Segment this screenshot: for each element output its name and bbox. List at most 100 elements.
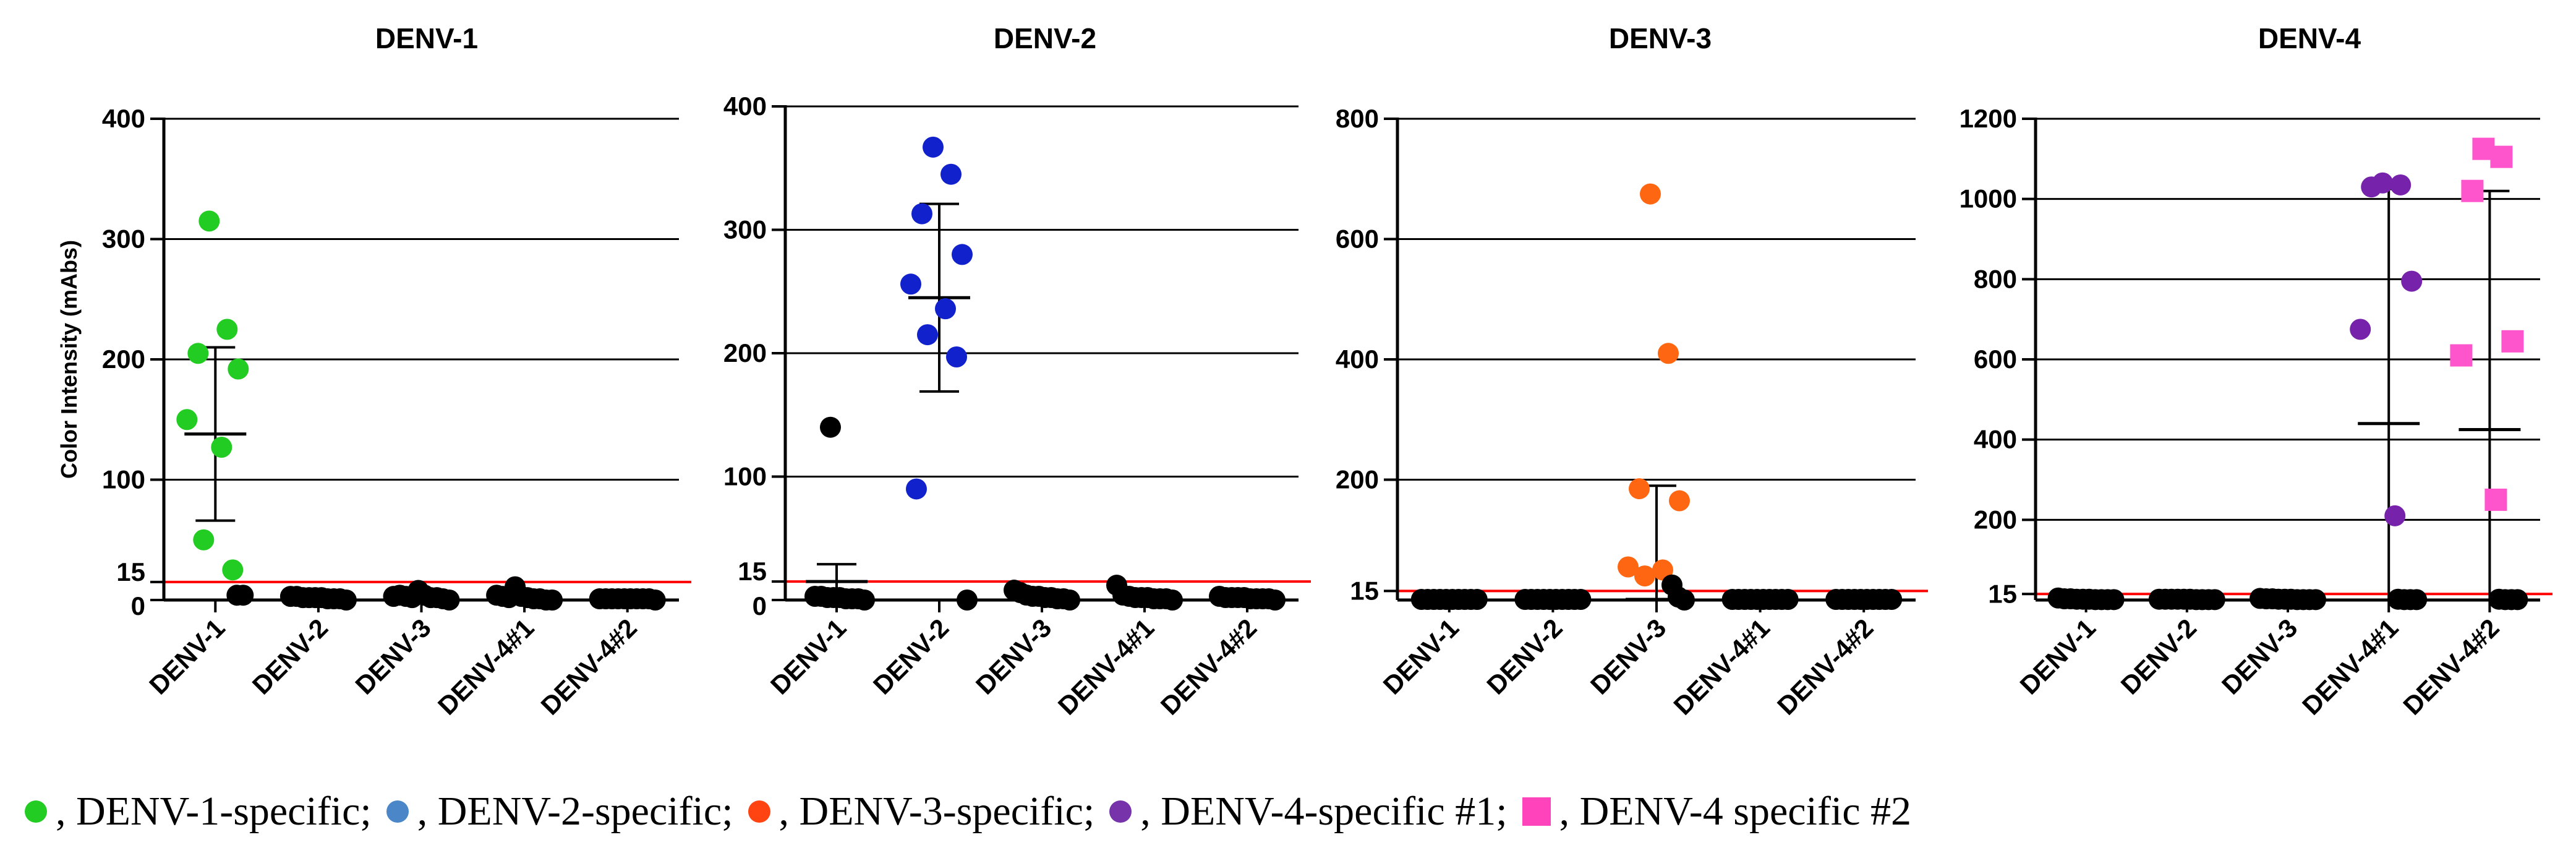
data-point — [900, 273, 921, 295]
y-tick-label: 200 — [723, 338, 767, 367]
legend: , DENV-1-specific; , DENV-2-specific; , … — [25, 781, 2560, 842]
data-point — [1162, 589, 1183, 611]
chart-title: DENV-3 — [1609, 22, 1712, 54]
data-point — [644, 589, 666, 611]
x-tick-label: DENV-4#2 — [1155, 613, 1263, 721]
data-point — [222, 559, 244, 581]
data-point — [2461, 179, 2484, 202]
x-tick-label: DENV-2 — [247, 613, 334, 700]
data-point — [1059, 589, 1080, 611]
data-point — [946, 346, 967, 367]
data-point — [1881, 589, 1903, 611]
legend-marker-denv2 — [386, 800, 409, 823]
x-tick-label: DENV-3 — [349, 613, 437, 700]
y-tick-label: 200 — [1336, 465, 1379, 494]
data-point — [1466, 589, 1488, 611]
x-tick-label: DENV-2 — [868, 613, 955, 700]
y-tick-label: 100 — [723, 462, 767, 491]
legend-item-denv1: , DENV-1-specific; — [25, 788, 372, 835]
x-tick-label: DENV-4#2 — [1772, 613, 1879, 721]
y-tick-label: 15 — [116, 557, 145, 586]
legend-marker-denv1 — [25, 800, 47, 823]
data-point — [438, 589, 460, 611]
x-tick-label: DENV-1 — [2014, 613, 2101, 700]
x-tick-label: DENV-3 — [2216, 613, 2303, 700]
data-point — [198, 210, 220, 232]
legend-item-denv4-2: , DENV-4 specific #2 — [1522, 788, 1911, 835]
data-point — [2350, 319, 2371, 340]
data-point — [1777, 589, 1799, 611]
data-point — [2490, 145, 2513, 168]
legend-item-denv2: , DENV-2-specific; — [386, 788, 733, 835]
data-point — [2484, 488, 2507, 511]
legend-label-denv3: , DENV-3-specific; — [778, 789, 1095, 834]
y-tick-label: 100 — [102, 465, 145, 494]
legend-label-denv4-2: , DENV-4 specific #2 — [1559, 789, 1912, 834]
x-tick-label: DENV-3 — [1585, 613, 1672, 700]
y-tick-label: 300 — [723, 215, 767, 244]
legend-item-denv4-1: , DENV-4-specific #1; — [1109, 788, 1508, 835]
data-point — [2305, 589, 2326, 611]
legend-marker-denv4-1 — [1109, 800, 1132, 823]
data-point — [940, 163, 962, 185]
data-point — [854, 589, 875, 611]
y-tick-label: 400 — [1336, 345, 1379, 374]
data-point — [952, 244, 973, 265]
y-tick-label: 15 — [738, 557, 767, 586]
y-tick-label: 600 — [1974, 345, 2017, 374]
chart-panel-4: DENV-4 15 200 400 600 800 1000 1200 DENV-1 DENV-2… — [1960, 22, 2553, 721]
legend-label-denv1: , DENV-1-specific; — [56, 789, 372, 834]
data-point — [820, 416, 841, 438]
y-tick-label: 400 — [1974, 425, 2017, 454]
data-point — [1629, 478, 1650, 500]
legend-item-denv3: , DENV-3-specific; — [748, 788, 1095, 835]
data-point — [187, 343, 209, 364]
data-point — [2204, 589, 2225, 611]
chart-title: DENV-2 — [994, 22, 1096, 54]
x-tick-label: DENV-4#1 — [432, 613, 540, 721]
y-tick-label: 200 — [1974, 505, 2017, 534]
legend-label-denv2: , DENV-2-specific; — [417, 789, 733, 834]
x-tick-label: DENV-1 — [1378, 613, 1465, 700]
data-point — [1674, 589, 1695, 611]
legend-marker-denv4-2 — [1522, 797, 1551, 826]
y-tick-label: 1200 — [1960, 104, 2017, 133]
x-tick-label: DENV-4#2 — [535, 613, 643, 721]
y-tick-label: 15 — [1988, 579, 2017, 608]
chart-title: DENV-4 — [2258, 22, 2361, 54]
data-point — [2501, 330, 2524, 353]
data-point — [935, 298, 956, 320]
data-point — [228, 358, 249, 380]
legend-label-denv4-1: , DENV-4-specific #1; — [1140, 789, 1508, 834]
data-point — [1634, 565, 1655, 587]
data-point — [1652, 559, 1673, 581]
data-point — [2450, 344, 2473, 367]
x-tick-label: DENV-2 — [1481, 613, 1568, 700]
chart-title: DENV-1 — [375, 22, 478, 54]
data-point — [232, 585, 254, 606]
data-point — [176, 409, 198, 431]
x-tick-label: DENV-4#1 — [1668, 613, 1775, 721]
data-point — [2390, 174, 2412, 195]
y-tick-label: 0 — [753, 591, 767, 620]
y-tick-label: 300 — [102, 225, 145, 254]
data-point — [1669, 490, 1690, 512]
data-point — [911, 203, 932, 225]
data-point — [2361, 176, 2382, 198]
data-point — [211, 436, 232, 458]
data-point — [1265, 589, 1286, 611]
legend-marker-denv3 — [748, 800, 770, 823]
data-point — [1618, 556, 1639, 578]
data-point — [1570, 589, 1592, 611]
y-tick-label: 800 — [1974, 264, 2017, 293]
y-tick-label: 200 — [102, 345, 145, 374]
data-point — [542, 589, 563, 611]
y-tick-label: 800 — [1336, 104, 1379, 133]
data-point — [2384, 505, 2406, 526]
data-point — [216, 319, 238, 340]
y-tick-label: 15 — [1350, 576, 1379, 605]
data-point — [193, 529, 215, 551]
